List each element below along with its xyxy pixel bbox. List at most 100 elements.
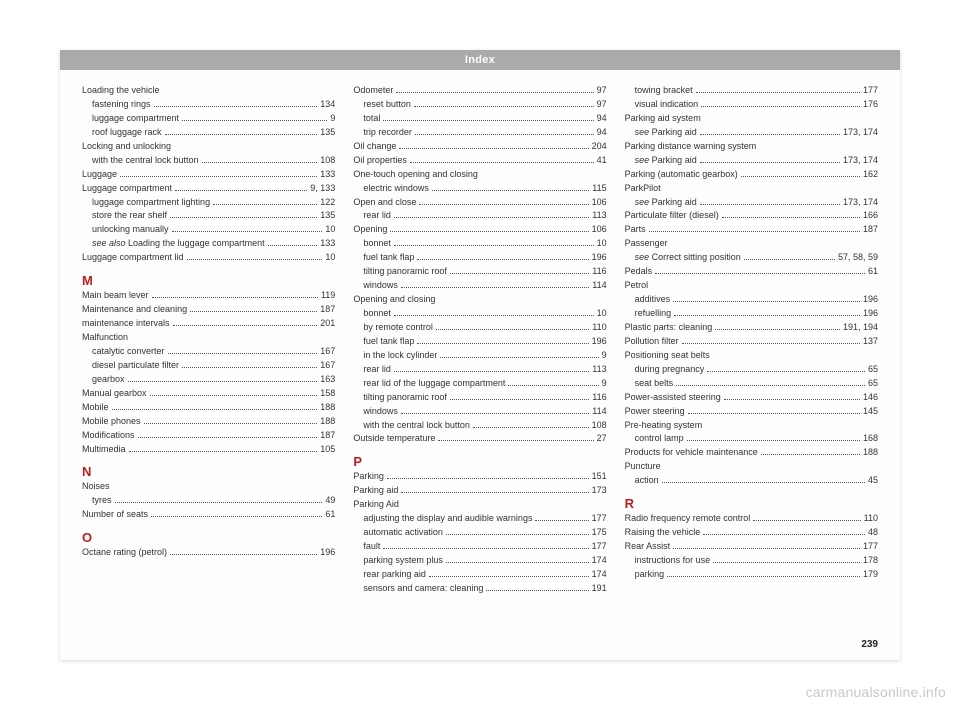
index-entry: tilting panoramic roof116 bbox=[353, 265, 606, 279]
index-entry: adjusting the display and audible warnin… bbox=[353, 512, 606, 526]
entry-label: unlocking manually bbox=[92, 223, 169, 237]
entry-page: 174 bbox=[592, 554, 607, 568]
entry-label: bonnet bbox=[363, 307, 391, 321]
leader-dots bbox=[182, 120, 327, 121]
index-entry: Maintenance and cleaning 187 bbox=[82, 303, 335, 317]
index-entry: Opening106 bbox=[353, 223, 606, 237]
index-entry: see Parking aid173, 174 bbox=[625, 196, 878, 210]
index-entry: tilting panoramic roof116 bbox=[353, 391, 606, 405]
leader-dots bbox=[701, 106, 860, 107]
entry-label: during pregnancy bbox=[635, 363, 705, 377]
entry-page: 49 bbox=[325, 494, 335, 508]
index-entry: Parking Aid bbox=[353, 498, 606, 512]
leader-dots bbox=[715, 329, 840, 330]
section-letter: O bbox=[82, 531, 335, 544]
index-entry: store the rear shelf135 bbox=[82, 209, 335, 223]
index-entry: Odometer97 bbox=[353, 84, 606, 98]
index-entry: fuel tank flap196 bbox=[353, 335, 606, 349]
entry-label: rear parking aid bbox=[363, 568, 426, 582]
entry-page: 173 bbox=[592, 484, 607, 498]
entry-label: fault bbox=[363, 540, 380, 554]
leader-dots bbox=[410, 162, 594, 163]
entry-label: Power-assisted steering bbox=[625, 391, 721, 405]
leader-dots bbox=[535, 520, 588, 521]
index-entry: windows114 bbox=[353, 279, 606, 293]
entry-label: luggage compartment lighting bbox=[92, 196, 210, 210]
entry-label: Positioning seat belts bbox=[625, 349, 710, 363]
entry-label: additives bbox=[635, 293, 671, 307]
entry-page: 166 bbox=[863, 209, 878, 223]
entry-label: visual indication bbox=[635, 98, 699, 112]
index-entry: maintenance intervals201 bbox=[82, 317, 335, 331]
index-entry: Pedals61 bbox=[625, 265, 878, 279]
entry-page: 113 bbox=[592, 363, 606, 377]
leader-dots bbox=[673, 548, 860, 549]
leader-dots bbox=[170, 554, 317, 555]
entry-label: see Parking aid bbox=[635, 154, 697, 168]
entry-page: 187 bbox=[320, 303, 335, 317]
leader-dots bbox=[438, 440, 593, 441]
entry-page: 114 bbox=[592, 405, 606, 419]
entry-page: 204 bbox=[592, 140, 607, 154]
index-entry: Octane rating (petrol) 196 bbox=[82, 546, 335, 560]
leader-dots bbox=[396, 92, 593, 93]
index-entry: Locking and unlocking bbox=[82, 140, 335, 154]
leader-dots bbox=[450, 273, 589, 274]
index-entry: Luggage133 bbox=[82, 168, 335, 182]
index-entry: trip recorder94 bbox=[353, 126, 606, 140]
entry-label: Maintenance and cleaning bbox=[82, 303, 187, 317]
leader-dots bbox=[390, 231, 588, 232]
index-entry: Radio frequency remote control110 bbox=[625, 512, 878, 526]
index-entry: Parking151 bbox=[353, 470, 606, 484]
entry-page: 65 bbox=[868, 363, 878, 377]
entry-label: reset button bbox=[363, 98, 411, 112]
index-entry: rear lid113 bbox=[353, 209, 606, 223]
entry-page: 113 bbox=[592, 209, 606, 223]
index-entry: rear parking aid174 bbox=[353, 568, 606, 582]
entry-page: 45 bbox=[868, 474, 878, 488]
column-1: Loading the vehiclefastening rings134lug… bbox=[82, 84, 335, 596]
entry-label: Open and close bbox=[353, 196, 416, 210]
entry-label: store the rear shelf bbox=[92, 209, 167, 223]
index-entry: sensors and camera: cleaning191 bbox=[353, 582, 606, 596]
leader-dots bbox=[168, 353, 318, 354]
index-entry: see Parking aid173, 174 bbox=[625, 126, 878, 140]
entry-label: tilting panoramic roof bbox=[363, 265, 447, 279]
entry-label: parking bbox=[635, 568, 665, 582]
entry-label: Power steering bbox=[625, 405, 685, 419]
entry-page: 201 bbox=[320, 317, 335, 331]
entry-page: 196 bbox=[320, 546, 335, 560]
leader-dots bbox=[128, 381, 318, 382]
entry-label: Opening bbox=[353, 223, 387, 237]
index-entry: Number of seats61 bbox=[82, 508, 335, 522]
index-entry: windows114 bbox=[353, 405, 606, 419]
entry-label: Locking and unlocking bbox=[82, 140, 171, 154]
index-entry: total94 bbox=[353, 112, 606, 126]
entry-label: fuel tank flap bbox=[363, 335, 414, 349]
index-entry: luggage compartment lighting122 bbox=[82, 196, 335, 210]
entry-label: gearbox bbox=[92, 373, 125, 387]
leader-dots bbox=[401, 492, 588, 493]
leader-dots bbox=[129, 451, 318, 452]
entry-label: Luggage bbox=[82, 168, 117, 182]
index-entry: tyres49 bbox=[82, 494, 335, 508]
leader-dots bbox=[696, 92, 860, 93]
entry-page: 116 bbox=[592, 391, 606, 405]
leader-dots bbox=[436, 329, 589, 330]
entry-page: 9 bbox=[330, 112, 335, 126]
entry-label: parking system plus bbox=[363, 554, 443, 568]
leader-dots bbox=[687, 440, 860, 441]
index-entry: Luggage compartment lid10 bbox=[82, 251, 335, 265]
entry-page: 173, 174 bbox=[843, 126, 878, 140]
entry-page: 110 bbox=[864, 512, 878, 526]
leader-dots bbox=[417, 259, 588, 260]
index-entry: Parking aid system bbox=[625, 112, 878, 126]
leader-dots bbox=[446, 562, 589, 563]
entry-page: 168 bbox=[863, 432, 878, 446]
index-entry: rear lid113 bbox=[353, 363, 606, 377]
leader-dots bbox=[394, 245, 594, 246]
index-entry: by remote control110 bbox=[353, 321, 606, 335]
entry-label: Octane rating (petrol) bbox=[82, 546, 167, 560]
entry-page: 163 bbox=[320, 373, 335, 387]
entry-page: 65 bbox=[868, 377, 878, 391]
